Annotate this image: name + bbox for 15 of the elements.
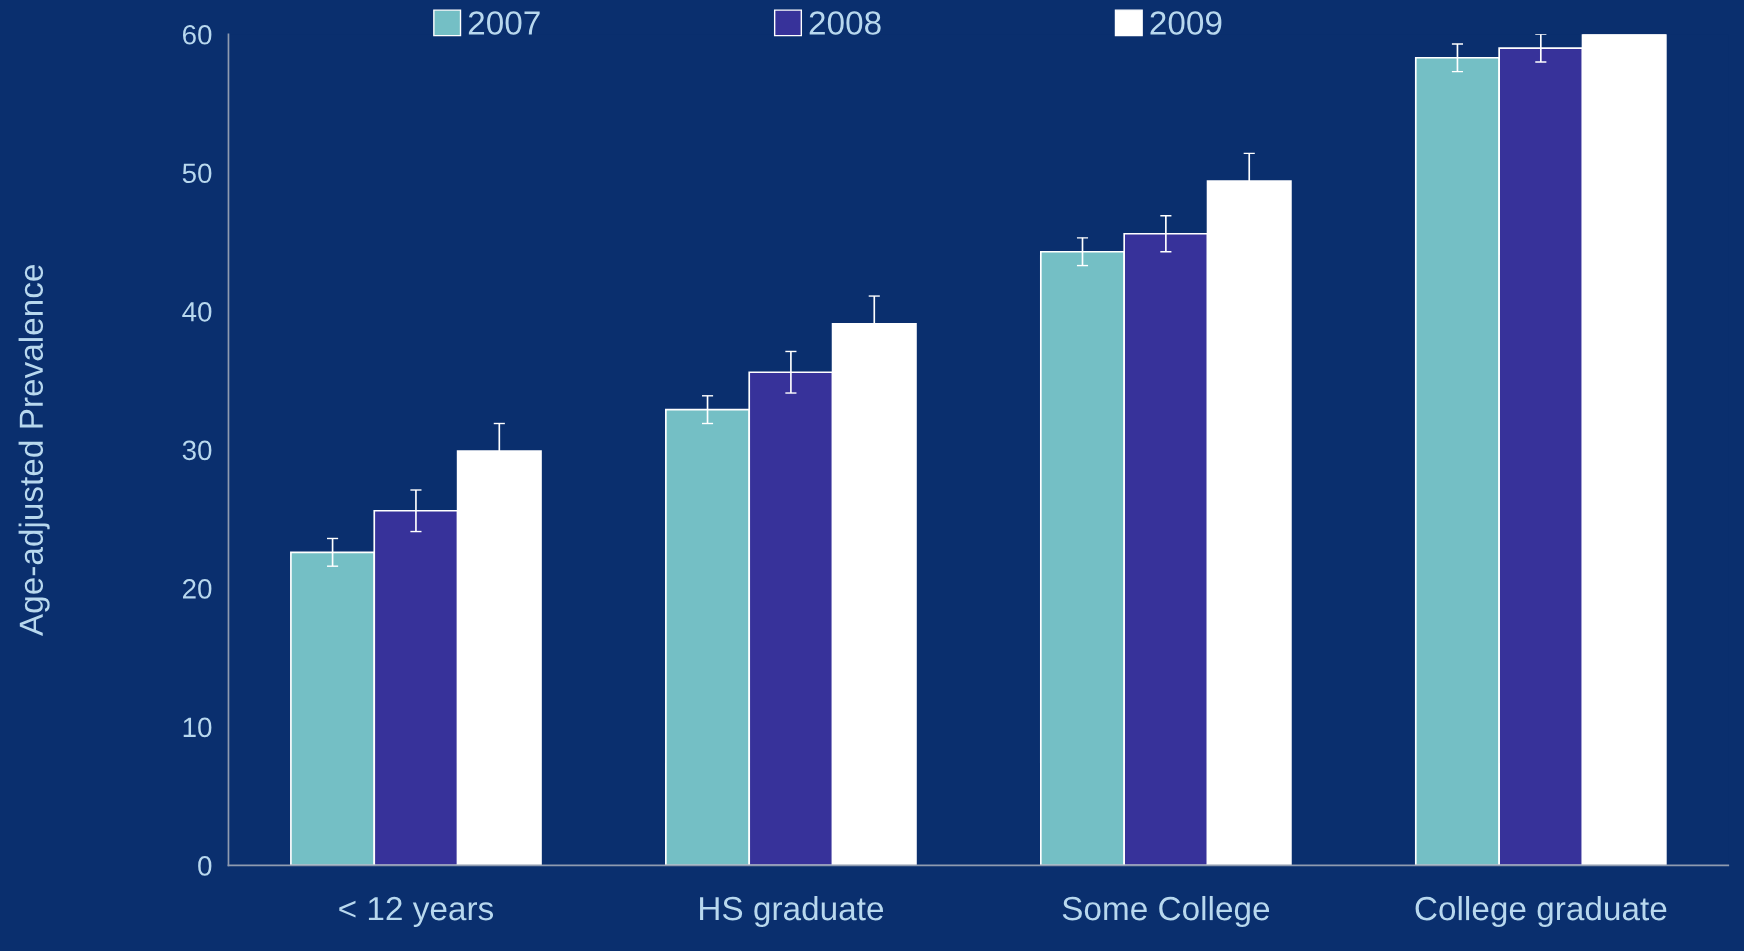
legend-label: 2008 (809, 11, 881, 35)
y-tick-label: 40 (182, 301, 212, 322)
legend-label: 2009 (1150, 11, 1222, 35)
y-tick-label: 60 (183, 24, 212, 45)
x-tick-label: College graduate (1415, 895, 1667, 928)
y-tick-label: 30 (182, 440, 212, 461)
y-axis-title: Age-adjusted Prevalence (18, 265, 50, 636)
y-tick-label: 20 (183, 579, 212, 599)
x-tick-label: HS graduate (700, 895, 884, 928)
legend-label: 2007 (468, 11, 540, 35)
y-tick-label: 0 (198, 856, 212, 876)
x-tick-label: Some College (1062, 895, 1270, 928)
x-tick-label: < 12 years (339, 896, 494, 928)
y-tick-label: 10 (183, 717, 212, 738)
y-tick-label: 50 (182, 163, 212, 184)
